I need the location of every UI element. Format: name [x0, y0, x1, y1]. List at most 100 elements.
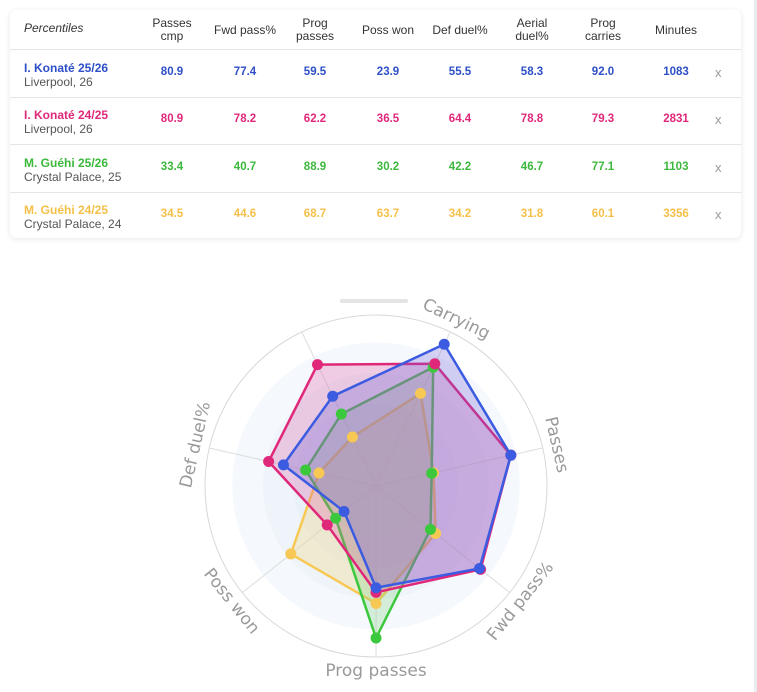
stat-value: 58.3 — [520, 66, 544, 78]
header-prog-passes-line1: Prog — [302, 16, 328, 30]
header-prog-carries-line1: Prog — [590, 16, 616, 30]
header-aerial-duel-line2: duel% — [515, 29, 549, 43]
table-header: Percentiles Passes cmp Fwd pass% Prog pass… — [10, 10, 741, 50]
header-percentiles: Percentiles — [24, 21, 84, 35]
header-aerial-duel-line1: Aerial — [516, 16, 548, 30]
radar-series-area — [289, 392, 437, 605]
player-club: Crystal Palace, 25 — [24, 169, 122, 184]
radar-data-point — [300, 464, 312, 476]
radar-data-point — [370, 632, 382, 644]
stat-value: 64.4 — [448, 113, 472, 126]
header-prog-carries-line2: carries — [584, 29, 621, 43]
stat-value: 44.6 — [233, 207, 257, 220]
table-row: I. Konaté 24/25 Liverpool, 26 80.9 78.2 62.2… — [10, 97, 741, 146]
comparison-table: Percentiles Passes cmp Fwd pass% Prog pass… — [10, 10, 741, 238]
header-minutes-label: Minutes — [654, 22, 698, 37]
stat-value: 1103 — [663, 160, 689, 173]
remove-player-button[interactable]: x — [715, 159, 722, 175]
radar-spoke — [375, 331, 451, 487]
player-name[interactable]: M. Guéhi 24/25 — [24, 202, 109, 217]
stat-value: 34.2 — [448, 207, 472, 220]
stat-value: 78.8 — [520, 113, 544, 126]
radar-data-point — [370, 582, 382, 594]
stat-value: 23.9 — [376, 66, 400, 78]
stat-value: 55.5 — [448, 66, 472, 78]
radar-data-point — [505, 449, 517, 461]
header-minutes[interactable]: Minutes — [646, 14, 706, 46]
radar-spoke — [301, 331, 377, 487]
radar-data-point — [473, 562, 485, 574]
header-passes-cmp-line1: Passes — [152, 16, 192, 30]
radar-series-area — [304, 365, 435, 640]
radar-data-point — [429, 358, 441, 370]
stat-value: 46.7 — [520, 160, 544, 173]
stat-value: 80.9 — [160, 66, 184, 78]
radar-spoke — [209, 447, 377, 487]
header-def-duel-label: Def duel% — [432, 22, 488, 37]
stat-value: 78.2 — [233, 113, 257, 126]
radar-data-point — [330, 512, 342, 524]
header-prog-passes-line2: passes — [295, 29, 335, 43]
radar-data-point — [312, 359, 324, 371]
remove-player-button[interactable]: x — [715, 206, 722, 222]
header-fwd-pass[interactable]: Fwd pass% — [210, 14, 280, 46]
stat-value: 42.2 — [448, 160, 472, 173]
stat-value: 2831 — [663, 113, 689, 126]
radar-data-point — [335, 408, 347, 420]
header-fwd-pass-label: Fwd pass% — [213, 22, 277, 37]
remove-player-button[interactable]: x — [715, 65, 722, 80]
stat-value: 63.7 — [376, 207, 400, 220]
header-def-duel[interactable]: Def duel% — [428, 14, 492, 46]
radar-series-area — [282, 342, 513, 589]
radar-data-point — [346, 431, 358, 443]
stat-value: 59.5 — [303, 66, 327, 78]
radar-data-point — [415, 387, 427, 399]
player-name[interactable]: I. Konaté 24/25 — [24, 108, 109, 123]
stat-value: 88.9 — [303, 160, 327, 173]
stat-value: 77.4 — [233, 66, 257, 78]
header-poss-won[interactable]: Poss won — [356, 14, 420, 46]
scrollbar-track[interactable] — [754, 0, 757, 692]
stat-value: 30.2 — [376, 160, 400, 173]
stat-value: 1083 — [663, 66, 689, 78]
stat-value: 77.1 — [591, 160, 615, 173]
stat-value: 31.8 — [520, 207, 544, 220]
header-prog-passes[interactable]: Prog passes — [290, 14, 340, 46]
stat-value: 33.4 — [160, 160, 184, 173]
player-club: Liverpool, 26 — [24, 122, 93, 137]
stat-value: 68.7 — [303, 207, 327, 220]
header-passes-cmp-line2: cmp — [160, 29, 184, 43]
stat-value: 40.7 — [233, 160, 257, 173]
stat-value: 60.1 — [591, 207, 615, 220]
header-passes-cmp[interactable]: Passes cmp — [147, 14, 197, 46]
stat-value: 34.5 — [160, 207, 184, 220]
table-row: M. Guéhi 24/25 Crystal Palace, 24 34.5 44.6… — [10, 192, 741, 239]
radar-data-point — [370, 597, 382, 609]
remove-player-button[interactable]: x — [715, 112, 722, 128]
table-row: M. Guéhi 25/26 Crystal Palace, 25 33.4 40.7… — [10, 145, 741, 193]
radar-spoke — [242, 485, 377, 594]
radar-data-point — [277, 459, 289, 471]
player-club: Crystal Palace, 24 — [24, 216, 122, 231]
radar-data-point — [424, 523, 436, 535]
chart-title-placeholder — [340, 299, 408, 303]
radar-data-point — [426, 467, 438, 479]
axis-label: Prog passes — [325, 661, 427, 681]
stat-value: 80.9 — [160, 113, 184, 126]
player-name[interactable]: M. Guéhi 25/26 — [24, 155, 109, 170]
stat-value: 62.2 — [303, 113, 327, 126]
stat-value: 79.3 — [591, 113, 615, 126]
radar-data-point — [313, 467, 325, 479]
radar-data-point — [263, 456, 275, 468]
radar-spoke — [375, 485, 511, 593]
radar-data-point — [338, 505, 350, 517]
radar-data-point — [438, 338, 450, 350]
table-row: I. Konaté 25/26 Liverpool, 26 80.9 77.4 59.5… — [10, 50, 741, 98]
radar-data-point — [327, 390, 339, 402]
header-prog-carries[interactable]: Prog carries — [578, 14, 628, 46]
header-aerial-duel[interactable]: Aerial duel% — [507, 14, 557, 46]
player-name[interactable]: I. Konaté 25/26 — [24, 61, 109, 75]
header-poss-won-label: Poss won — [361, 22, 415, 37]
stat-value: 36.5 — [376, 113, 400, 126]
